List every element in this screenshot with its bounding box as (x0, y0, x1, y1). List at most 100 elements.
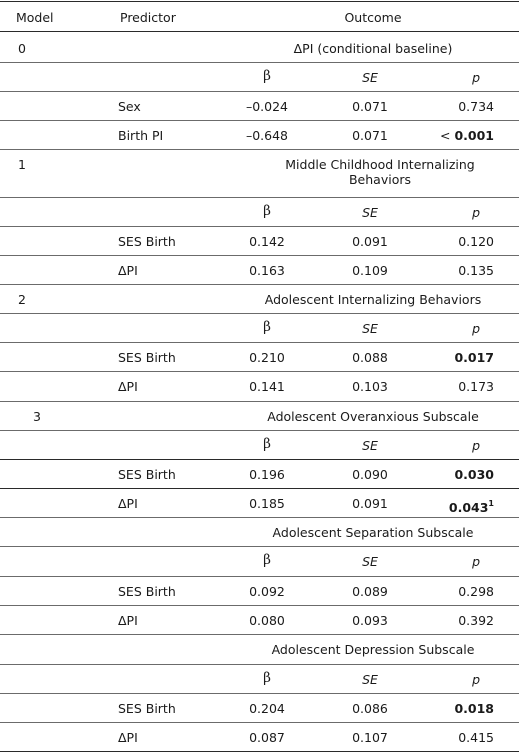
rule (0, 693, 519, 694)
p-label: p (472, 321, 480, 336)
model-number: 3 (33, 409, 41, 424)
p-value: 0.030 (454, 467, 494, 482)
rule-header (0, 31, 519, 32)
header-row: Model Predictor Outcome (0, 0, 519, 32)
p-value: 0.017 (454, 350, 494, 365)
p-value: 0.415 (458, 730, 494, 745)
p-label: p (472, 438, 480, 453)
model-number: 1 (18, 157, 26, 172)
se-value: 0.107 (352, 730, 388, 745)
outcome-title: Adolescent Overanxious Subscale (267, 409, 479, 424)
model-number: 0 (18, 41, 26, 56)
rule (0, 120, 519, 121)
header-outcome: Outcome (344, 10, 402, 25)
rule (0, 284, 519, 285)
p-value: 0.298 (458, 584, 494, 599)
rule (0, 62, 519, 63)
rule (0, 430, 519, 431)
se-label: SE (362, 554, 378, 569)
p-label: p (472, 70, 480, 85)
outcome-title: ΔPI (conditional baseline) (293, 41, 453, 56)
outcome-title: Adolescent Depression Subscale (271, 642, 475, 657)
beta-value: 0.087 (249, 730, 285, 745)
rule (0, 91, 519, 92)
p-value: 0.0431 (420, 496, 494, 515)
p-value: 0.135 (458, 263, 494, 278)
outcome-title: Middle Childhood Internalizing Behaviors (285, 157, 475, 187)
predictor-name: ΔPI (118, 263, 138, 278)
beta-value: 0.204 (249, 701, 285, 716)
beta-label: β (263, 203, 271, 219)
se-label: SE (362, 672, 378, 687)
beta-label: β (263, 68, 271, 84)
se-value: 0.071 (352, 99, 388, 114)
predictor-name: SES Birth (118, 350, 176, 365)
se-value: 0.109 (352, 263, 388, 278)
beta-label: β (263, 319, 271, 335)
beta-value: 0.080 (249, 613, 285, 628)
rule-bottom (0, 751, 519, 752)
p-label: p (472, 205, 480, 220)
se-value: 0.089 (352, 584, 388, 599)
predictor-name: Birth PI (118, 128, 164, 143)
p-label: p (472, 554, 480, 569)
beta-value: 0.142 (249, 234, 285, 249)
beta-value: –0.648 (245, 128, 289, 143)
rule (0, 488, 519, 489)
rule (0, 149, 519, 150)
header-model: Model (16, 10, 54, 25)
p-label: p (472, 672, 480, 687)
se-value: 0.093 (352, 613, 388, 628)
rule (0, 546, 519, 547)
p-value: < 0.001 (420, 128, 494, 143)
header-predictor: Predictor (120, 10, 176, 25)
se-value: 0.091 (352, 234, 388, 249)
p-value: 0.734 (458, 99, 494, 114)
outcome-title: Adolescent Internalizing Behaviors (264, 292, 482, 307)
rule (0, 342, 519, 343)
p-value: 0.392 (458, 613, 494, 628)
beta-value: 0.141 (249, 379, 285, 394)
rule (0, 197, 519, 198)
se-label: SE (362, 205, 378, 220)
rule (0, 576, 519, 577)
p-number: 0.001 (454, 128, 494, 143)
predictor-name: ΔPI (118, 379, 138, 394)
predictor-name: SES Birth (118, 701, 176, 716)
model-number: 2 (18, 292, 26, 307)
beta-value: –0.024 (245, 99, 289, 114)
se-value: 0.090 (352, 467, 388, 482)
se-label: SE (362, 70, 378, 85)
rule (0, 664, 519, 665)
p-value: 0.018 (454, 701, 494, 716)
rule (0, 634, 519, 635)
beta-value: 0.163 (249, 263, 285, 278)
se-label: SE (362, 438, 378, 453)
beta-value: 0.092 (249, 584, 285, 599)
p-value: 0.120 (458, 234, 494, 249)
rule (0, 605, 519, 606)
p-prefix: < (440, 128, 455, 143)
beta-value: 0.196 (249, 467, 285, 482)
rule (0, 459, 519, 460)
predictor-name: ΔPI (118, 730, 138, 745)
beta-label: β (263, 670, 271, 686)
beta-label: β (263, 436, 271, 452)
beta-value: 0.210 (249, 350, 285, 365)
predictor-name: ΔPI (118, 613, 138, 628)
p-number: 0.043 (448, 500, 489, 515)
outcome-title: Adolescent Separation Subscale (272, 525, 474, 540)
predictor-name: SES Birth (118, 584, 176, 599)
rule (0, 722, 519, 723)
se-value: 0.088 (352, 350, 388, 365)
rule (0, 226, 519, 227)
se-label: SE (362, 321, 378, 336)
footnote-marker: 1 (488, 499, 494, 508)
beta-label: β (263, 552, 271, 568)
se-value: 0.086 (352, 701, 388, 716)
beta-value: 0.185 (249, 496, 285, 511)
se-value: 0.071 (352, 128, 388, 143)
predictor-name: Sex (118, 99, 141, 114)
p-value: 0.173 (458, 379, 494, 394)
rule (0, 371, 519, 372)
